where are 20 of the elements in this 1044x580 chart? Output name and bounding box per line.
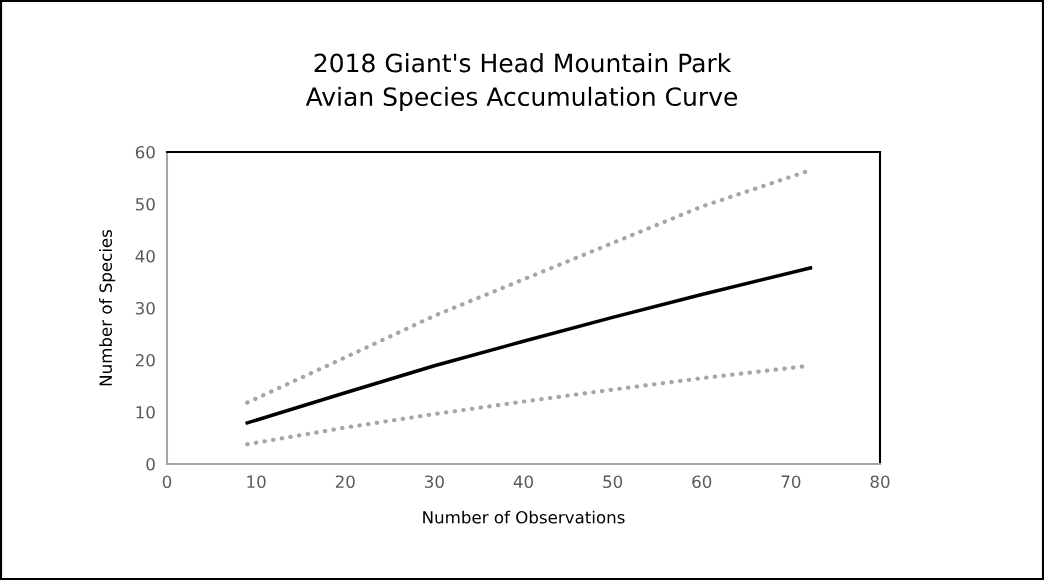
y-tick-label: 0 xyxy=(146,457,155,471)
y-tick-label: 20 xyxy=(135,353,155,367)
x-tick-label: 10 xyxy=(247,475,266,489)
y-axis-title: Number of Species xyxy=(99,229,116,386)
line-series xyxy=(245,266,813,425)
x-tick-label: 0 xyxy=(162,475,172,489)
y-tick-label: 60 xyxy=(135,145,155,159)
x-tick-label: 60 xyxy=(692,475,712,489)
y-tick-label: 10 xyxy=(136,405,155,419)
y-tick-label: 30 xyxy=(135,301,155,315)
x-tick-label: 70 xyxy=(781,475,801,489)
x-tick-label: 30 xyxy=(425,475,444,489)
x-tick-label: 50 xyxy=(603,475,623,489)
x-tick-label: 80 xyxy=(870,475,890,489)
x-axis-title: Number of Observations xyxy=(423,510,625,524)
chart-title: 2018 Giant's Head Mountain Park Avian Species Accumulation Curve xyxy=(305,53,738,111)
y-tick-label: 40 xyxy=(135,249,155,263)
x-tick-label: 20 xyxy=(335,475,355,489)
y-tick-label: 50 xyxy=(135,197,155,211)
x-tick-label: 40 xyxy=(513,475,533,489)
